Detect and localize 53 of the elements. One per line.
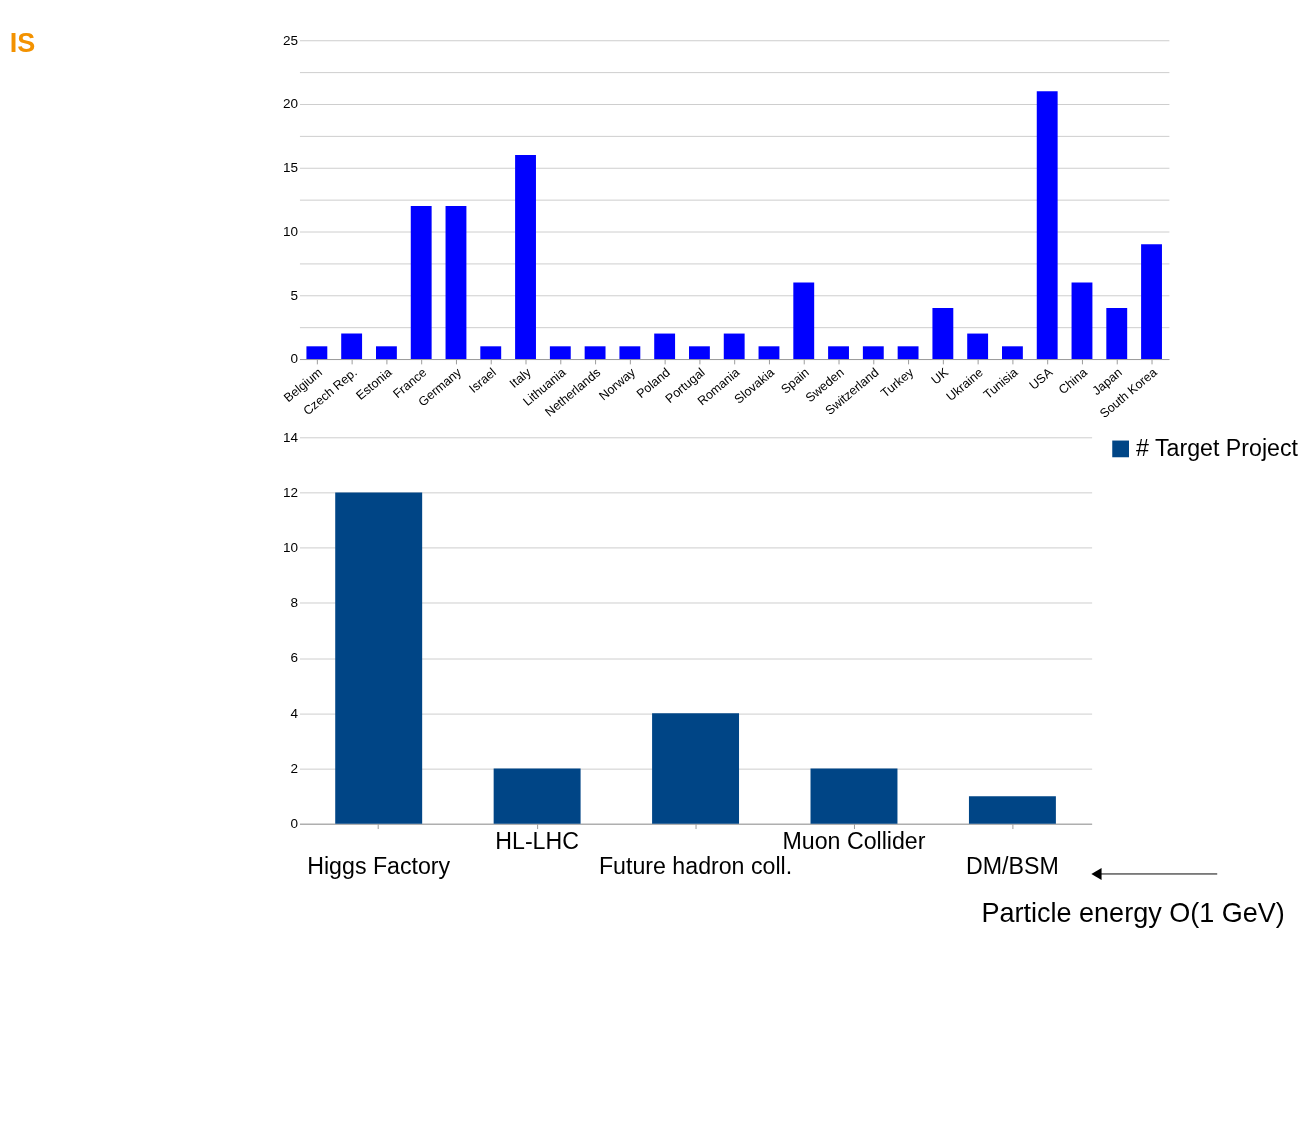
y-tick-label: 8: [290, 595, 299, 611]
x-tick-label: HL-LHC: [495, 828, 579, 855]
y-tick-label: 4: [290, 705, 299, 721]
bar: [445, 206, 467, 360]
x-tick-label: Higgs Factory: [307, 853, 451, 880]
bar: [584, 346, 606, 360]
bar: [1071, 282, 1093, 360]
y-tick-label: 5: [290, 287, 299, 303]
bar: [652, 713, 740, 824]
y-tick-label: 25: [282, 32, 299, 48]
y-tick-label: 14: [282, 429, 299, 445]
bar: [967, 333, 989, 360]
x-tick-label: Muon Collider: [782, 828, 926, 855]
bar: [1001, 346, 1023, 360]
x-tick-label: DM/BSM: [966, 853, 1059, 880]
bar: [619, 346, 641, 360]
bar: [897, 346, 919, 360]
bar: [1106, 308, 1128, 360]
y-tick-label: 10: [282, 540, 299, 556]
bar: [410, 206, 432, 360]
bar: [515, 155, 536, 360]
x-tick-label: Future hadron coll.: [598, 853, 793, 880]
y-tick-label: 12: [282, 484, 299, 500]
text: Particle energy O(1 GeV): [981, 898, 1285, 929]
bar: [793, 282, 815, 360]
bar: [1141, 244, 1162, 360]
y-tick-label: 20: [282, 96, 299, 112]
bar: [341, 333, 363, 360]
bar: [968, 796, 1056, 824]
bar: [932, 308, 954, 360]
bar: [375, 346, 397, 360]
bar: [862, 346, 884, 360]
y-tick-label: 2: [290, 760, 299, 776]
bar: [723, 333, 745, 360]
y-tick-label: 10: [282, 223, 299, 239]
bar: [688, 346, 710, 360]
bar: [810, 768, 898, 824]
bar: [493, 768, 581, 824]
y-tick-label: 0: [290, 351, 299, 367]
bar: [828, 346, 849, 360]
legend-label: # Target Project: [1136, 434, 1299, 461]
y-tick-label: 6: [290, 650, 299, 666]
y-tick-label: 15: [282, 160, 299, 176]
text: IS: [9, 27, 36, 58]
bar: [654, 333, 676, 360]
x-tick-label: USA: [1026, 364, 1056, 393]
bar: [549, 346, 571, 360]
bar: [480, 346, 502, 360]
bar: [758, 346, 780, 360]
bar: [1036, 91, 1058, 360]
bar: [306, 346, 328, 360]
y-tick-label: 0: [290, 816, 299, 832]
bar: [335, 492, 423, 824]
